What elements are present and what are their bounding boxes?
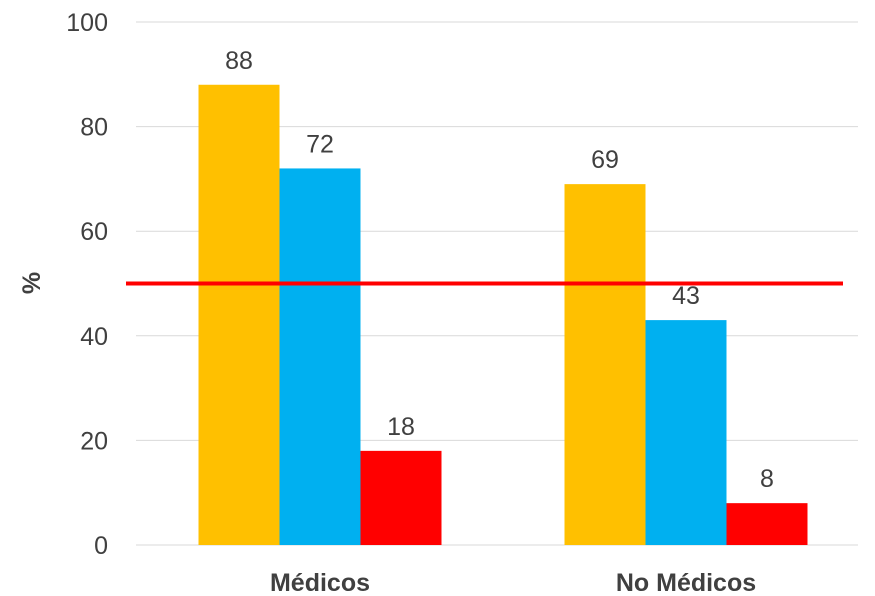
- y-tick-label: 60: [80, 218, 108, 246]
- x-axis-categories: Médicos No Médicos: [270, 569, 756, 596]
- data-label: 18: [387, 413, 415, 441]
- y-tick-label: 80: [80, 114, 108, 142]
- bar: [198, 84, 280, 545]
- bar: [564, 184, 646, 545]
- data-label: 69: [591, 146, 619, 174]
- bars: [198, 84, 808, 545]
- y-tick-label: 20: [80, 427, 108, 455]
- y-axis-title: %: [18, 272, 46, 294]
- x-category-label: Médicos: [270, 569, 370, 596]
- bar: [360, 450, 442, 545]
- data-label: 8: [760, 465, 774, 493]
- y-tick-label: 40: [80, 323, 108, 351]
- bar: [279, 168, 361, 545]
- y-tick-label: 100: [66, 9, 108, 37]
- data-labels: 88 72 18 69 43 8: [225, 47, 774, 493]
- bar: [726, 503, 808, 545]
- y-tick-label: 0: [94, 532, 108, 560]
- y-axis-ticks: 0 20 40 60 80 100: [66, 9, 108, 560]
- data-label: 88: [225, 47, 253, 75]
- bar: [645, 320, 727, 545]
- x-category-label: No Médicos: [616, 569, 756, 596]
- data-label: 72: [306, 130, 334, 158]
- data-label: 43: [672, 282, 700, 310]
